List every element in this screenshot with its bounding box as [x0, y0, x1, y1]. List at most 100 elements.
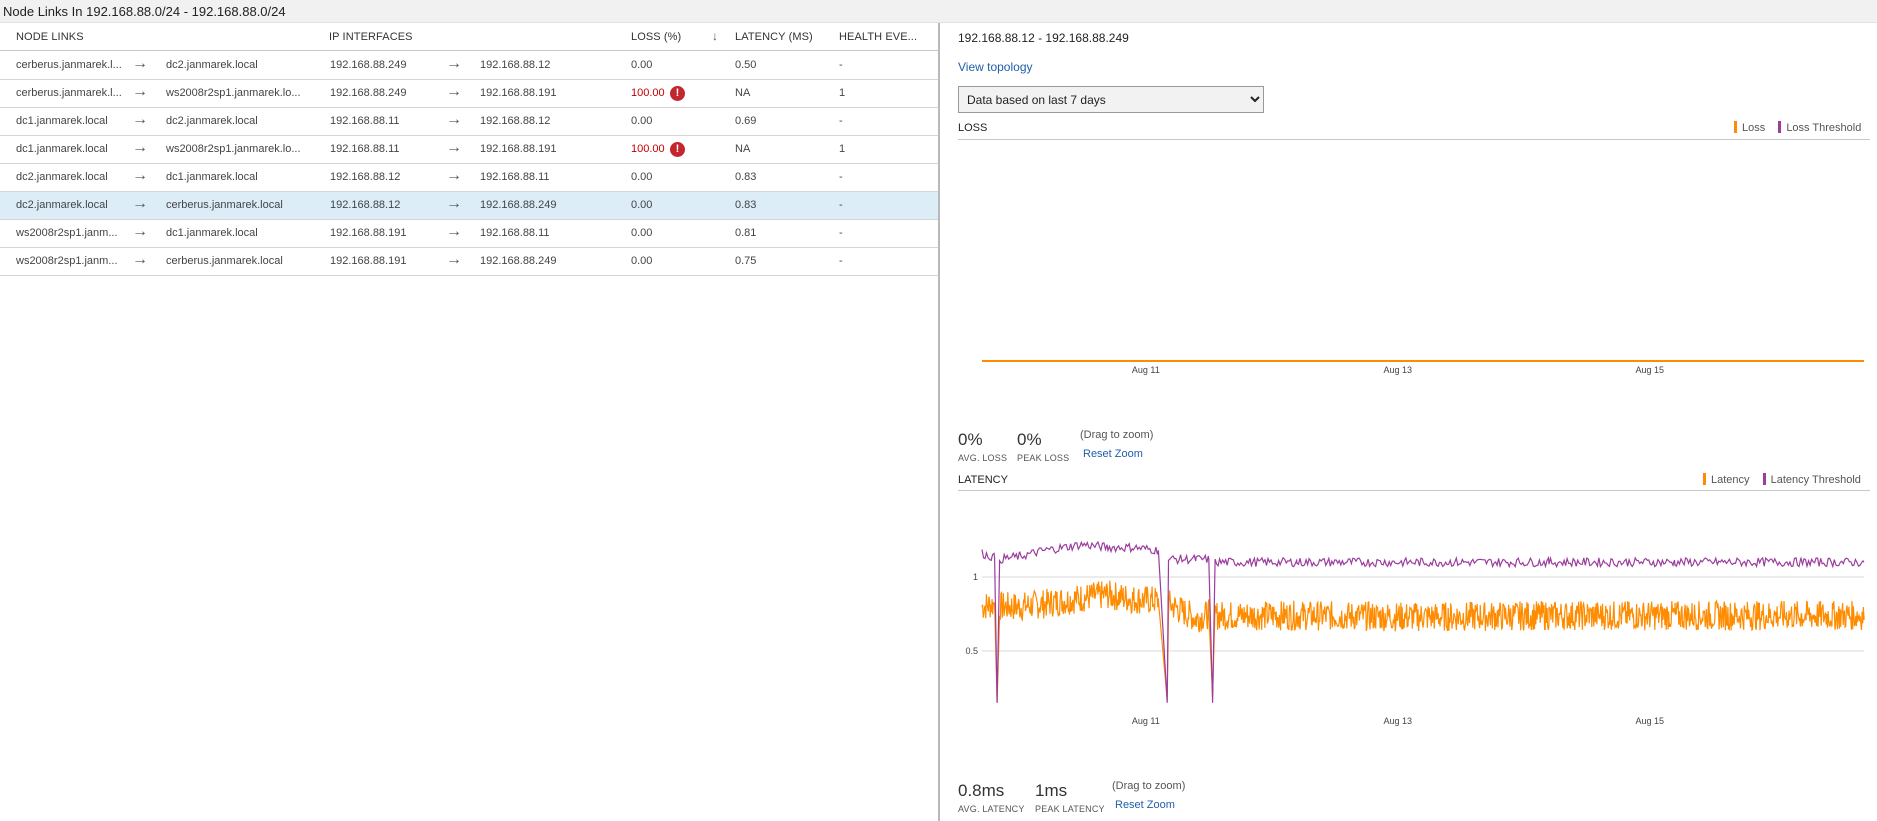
- node-from-cell: dc2.janmarek.local: [16, 199, 108, 211]
- node-from-cell: cerberus.janmarek.l...: [16, 87, 122, 99]
- loss-cell: 0.00: [631, 171, 653, 183]
- loss-cell: 0.00: [631, 199, 653, 211]
- ip-from-cell: 192.168.88.12: [330, 171, 401, 183]
- x-tick-label: Aug 11: [1132, 365, 1160, 375]
- arrow-icon: →: [446, 111, 462, 128]
- table-row[interactable]: dc2.janmarek.local → dc1.janmarek.local 192…: [0, 164, 938, 192]
- table-row[interactable]: cerberus.janmarek.l... → dc2.janmarek.loca…: [0, 52, 938, 80]
- node-to-cell: dc1.janmarek.local: [166, 171, 258, 183]
- loss-cell: 0.00: [631, 227, 653, 239]
- arrow-icon: →: [132, 195, 148, 212]
- window-titlebar: Node Links In 192.168.88.0/24 - 192.168.…: [0, 0, 1877, 23]
- loss-threshold-legend-swatch: [1778, 121, 1782, 133]
- arrow-icon: →: [446, 55, 462, 72]
- ip-to-cell: 192.168.88.249: [480, 255, 557, 267]
- node-to-cell: dc2.janmarek.local: [166, 115, 258, 127]
- table-row[interactable]: ws2008r2sp1.janm... → dc1.janmarek.local 19…: [0, 220, 938, 248]
- latency-cell: 0.83: [735, 171, 757, 183]
- arrow-icon: →: [132, 83, 148, 100]
- arrow-icon: →: [132, 223, 148, 240]
- health-events-cell: 1: [839, 143, 846, 155]
- health-events-cell: -: [839, 115, 843, 127]
- ip-to-cell: 192.168.88.191: [480, 87, 557, 99]
- pane-splitter[interactable]: [938, 23, 940, 821]
- table-row[interactable]: dc1.janmarek.local → dc2.janmarek.local 192…: [0, 108, 938, 136]
- node-from-cell: dc2.janmarek.local: [16, 171, 108, 183]
- arrow-icon: →: [446, 195, 462, 212]
- avg-latency-label: AVG. LATENCY: [958, 804, 1025, 814]
- loss-cell: 0.00: [631, 255, 653, 267]
- loss-chart[interactable]: Aug 11 Aug 13 Aug 15: [958, 140, 1870, 445]
- header-latency[interactable]: LATENCY (MS): [735, 31, 813, 43]
- latency-cell: 0.69: [735, 115, 757, 127]
- latency-legend: Latency Latency Threshold: [1703, 473, 1861, 486]
- latency-cell: 0.75: [735, 255, 757, 267]
- arrow-icon: →: [132, 111, 148, 128]
- ip-from-cell: 192.168.88.11: [330, 143, 400, 155]
- error-icon: !: [670, 86, 685, 101]
- loss-reset-zoom-link[interactable]: Reset Zoom: [1083, 448, 1143, 460]
- peak-loss-label: PEAK LOSS: [1017, 453, 1070, 463]
- view-topology-link[interactable]: View topology: [958, 60, 1033, 74]
- header-health-events[interactable]: HEALTH EVE...: [839, 31, 918, 43]
- table-row[interactable]: cerberus.janmarek.l... → ws2008r2sp1.janma…: [0, 80, 938, 108]
- latency-reset-zoom-link[interactable]: Reset Zoom: [1115, 799, 1175, 811]
- health-events-cell: -: [839, 255, 843, 267]
- latency-cell: 0.81: [735, 227, 757, 239]
- node-to-cell: cerberus.janmarek.local: [166, 199, 283, 211]
- node-from-cell: dc1.janmarek.local: [16, 143, 108, 155]
- table-row[interactable]: ws2008r2sp1.janm... → cerberus.janmarek.lo…: [0, 248, 938, 276]
- latency-cell: NA: [735, 87, 751, 99]
- arrow-icon: →: [132, 167, 148, 184]
- avg-latency-value: 0.8ms: [958, 781, 1005, 800]
- x-tick-label: Aug 11: [1132, 716, 1160, 726]
- ip-from-cell: 192.168.88.191: [330, 255, 407, 267]
- ip-from-cell: 192.168.88.11: [330, 115, 400, 127]
- y-tick-label: 1: [973, 572, 978, 582]
- link-detail-pane: 192.168.88.12 - 192.168.88.249 View topo…: [940, 23, 1877, 821]
- latency-section-rule: [958, 490, 1870, 491]
- x-tick-label: Aug 15: [1636, 365, 1665, 375]
- ip-to-cell: 192.168.88.249: [480, 199, 557, 211]
- node-to-cell: ws2008r2sp1.janmarek.lo...: [166, 143, 301, 155]
- loss-legend-swatch: [1734, 121, 1737, 133]
- avg-loss-value: 0%: [958, 430, 983, 449]
- table-header: NODE LINKS IP INTERFACES LOSS (%) ↓ LATE…: [0, 23, 938, 51]
- latency-legend-threshold[interactable]: Latency Threshold: [1770, 474, 1861, 486]
- loss-legend-threshold[interactable]: Loss Threshold: [1786, 122, 1862, 134]
- loss-section-label: LOSS: [958, 122, 988, 134]
- arrow-icon: →: [446, 251, 462, 268]
- loss-section-rule: [958, 139, 1870, 140]
- ip-to-cell: 192.168.88.11: [480, 227, 550, 239]
- latency-chart[interactable]: 0.5 1 Aug 11 Aug 13 Aug 15: [958, 491, 1870, 797]
- sort-descending-icon[interactable]: ↓: [712, 29, 718, 43]
- peak-latency-label: PEAK LATENCY: [1035, 804, 1105, 814]
- node-to-cell: cerberus.janmarek.local: [166, 255, 283, 267]
- table-row[interactable]: dc2.janmarek.local → cerberus.janmarek.loc…: [0, 192, 938, 220]
- latency-threshold-legend-swatch: [1762, 473, 1766, 485]
- latency-legend-swatch: [1703, 473, 1706, 485]
- loss-cell: 0.00: [631, 115, 653, 127]
- arrow-icon: →: [446, 139, 462, 156]
- header-ip-interfaces[interactable]: IP INTERFACES: [329, 31, 413, 43]
- node-from-cell: cerberus.janmarek.l...: [16, 59, 122, 71]
- avg-loss-label: AVG. LOSS: [958, 453, 1008, 463]
- x-tick-label: Aug 15: [1636, 716, 1665, 726]
- window-title: Node Links In 192.168.88.0/24 - 192.168.…: [3, 4, 286, 19]
- table-row[interactable]: dc1.janmarek.local → ws2008r2sp1.janmarek.…: [0, 136, 938, 164]
- header-loss[interactable]: LOSS (%): [631, 31, 682, 43]
- arrow-icon: →: [132, 251, 148, 268]
- latency-legend-latency[interactable]: Latency: [1711, 474, 1750, 486]
- loss-legend-loss[interactable]: Loss: [1742, 122, 1766, 134]
- loss-cell: 100.00: [631, 143, 665, 155]
- ip-from-cell: 192.168.88.12: [330, 199, 401, 211]
- ip-to-cell: 192.168.88.12: [480, 59, 551, 71]
- ip-to-cell: 192.168.88.12: [480, 115, 551, 127]
- arrow-icon: →: [132, 139, 148, 156]
- header-node-links[interactable]: NODE LINKS: [16, 31, 84, 43]
- data-range-select[interactable]: Data based on last 7 days: [958, 86, 1264, 113]
- arrow-icon: →: [132, 55, 148, 72]
- node-from-cell: ws2008r2sp1.janm...: [16, 255, 118, 267]
- latency-drag-hint: (Drag to zoom): [1112, 780, 1186, 792]
- ip-from-cell: 192.168.88.249: [330, 59, 407, 71]
